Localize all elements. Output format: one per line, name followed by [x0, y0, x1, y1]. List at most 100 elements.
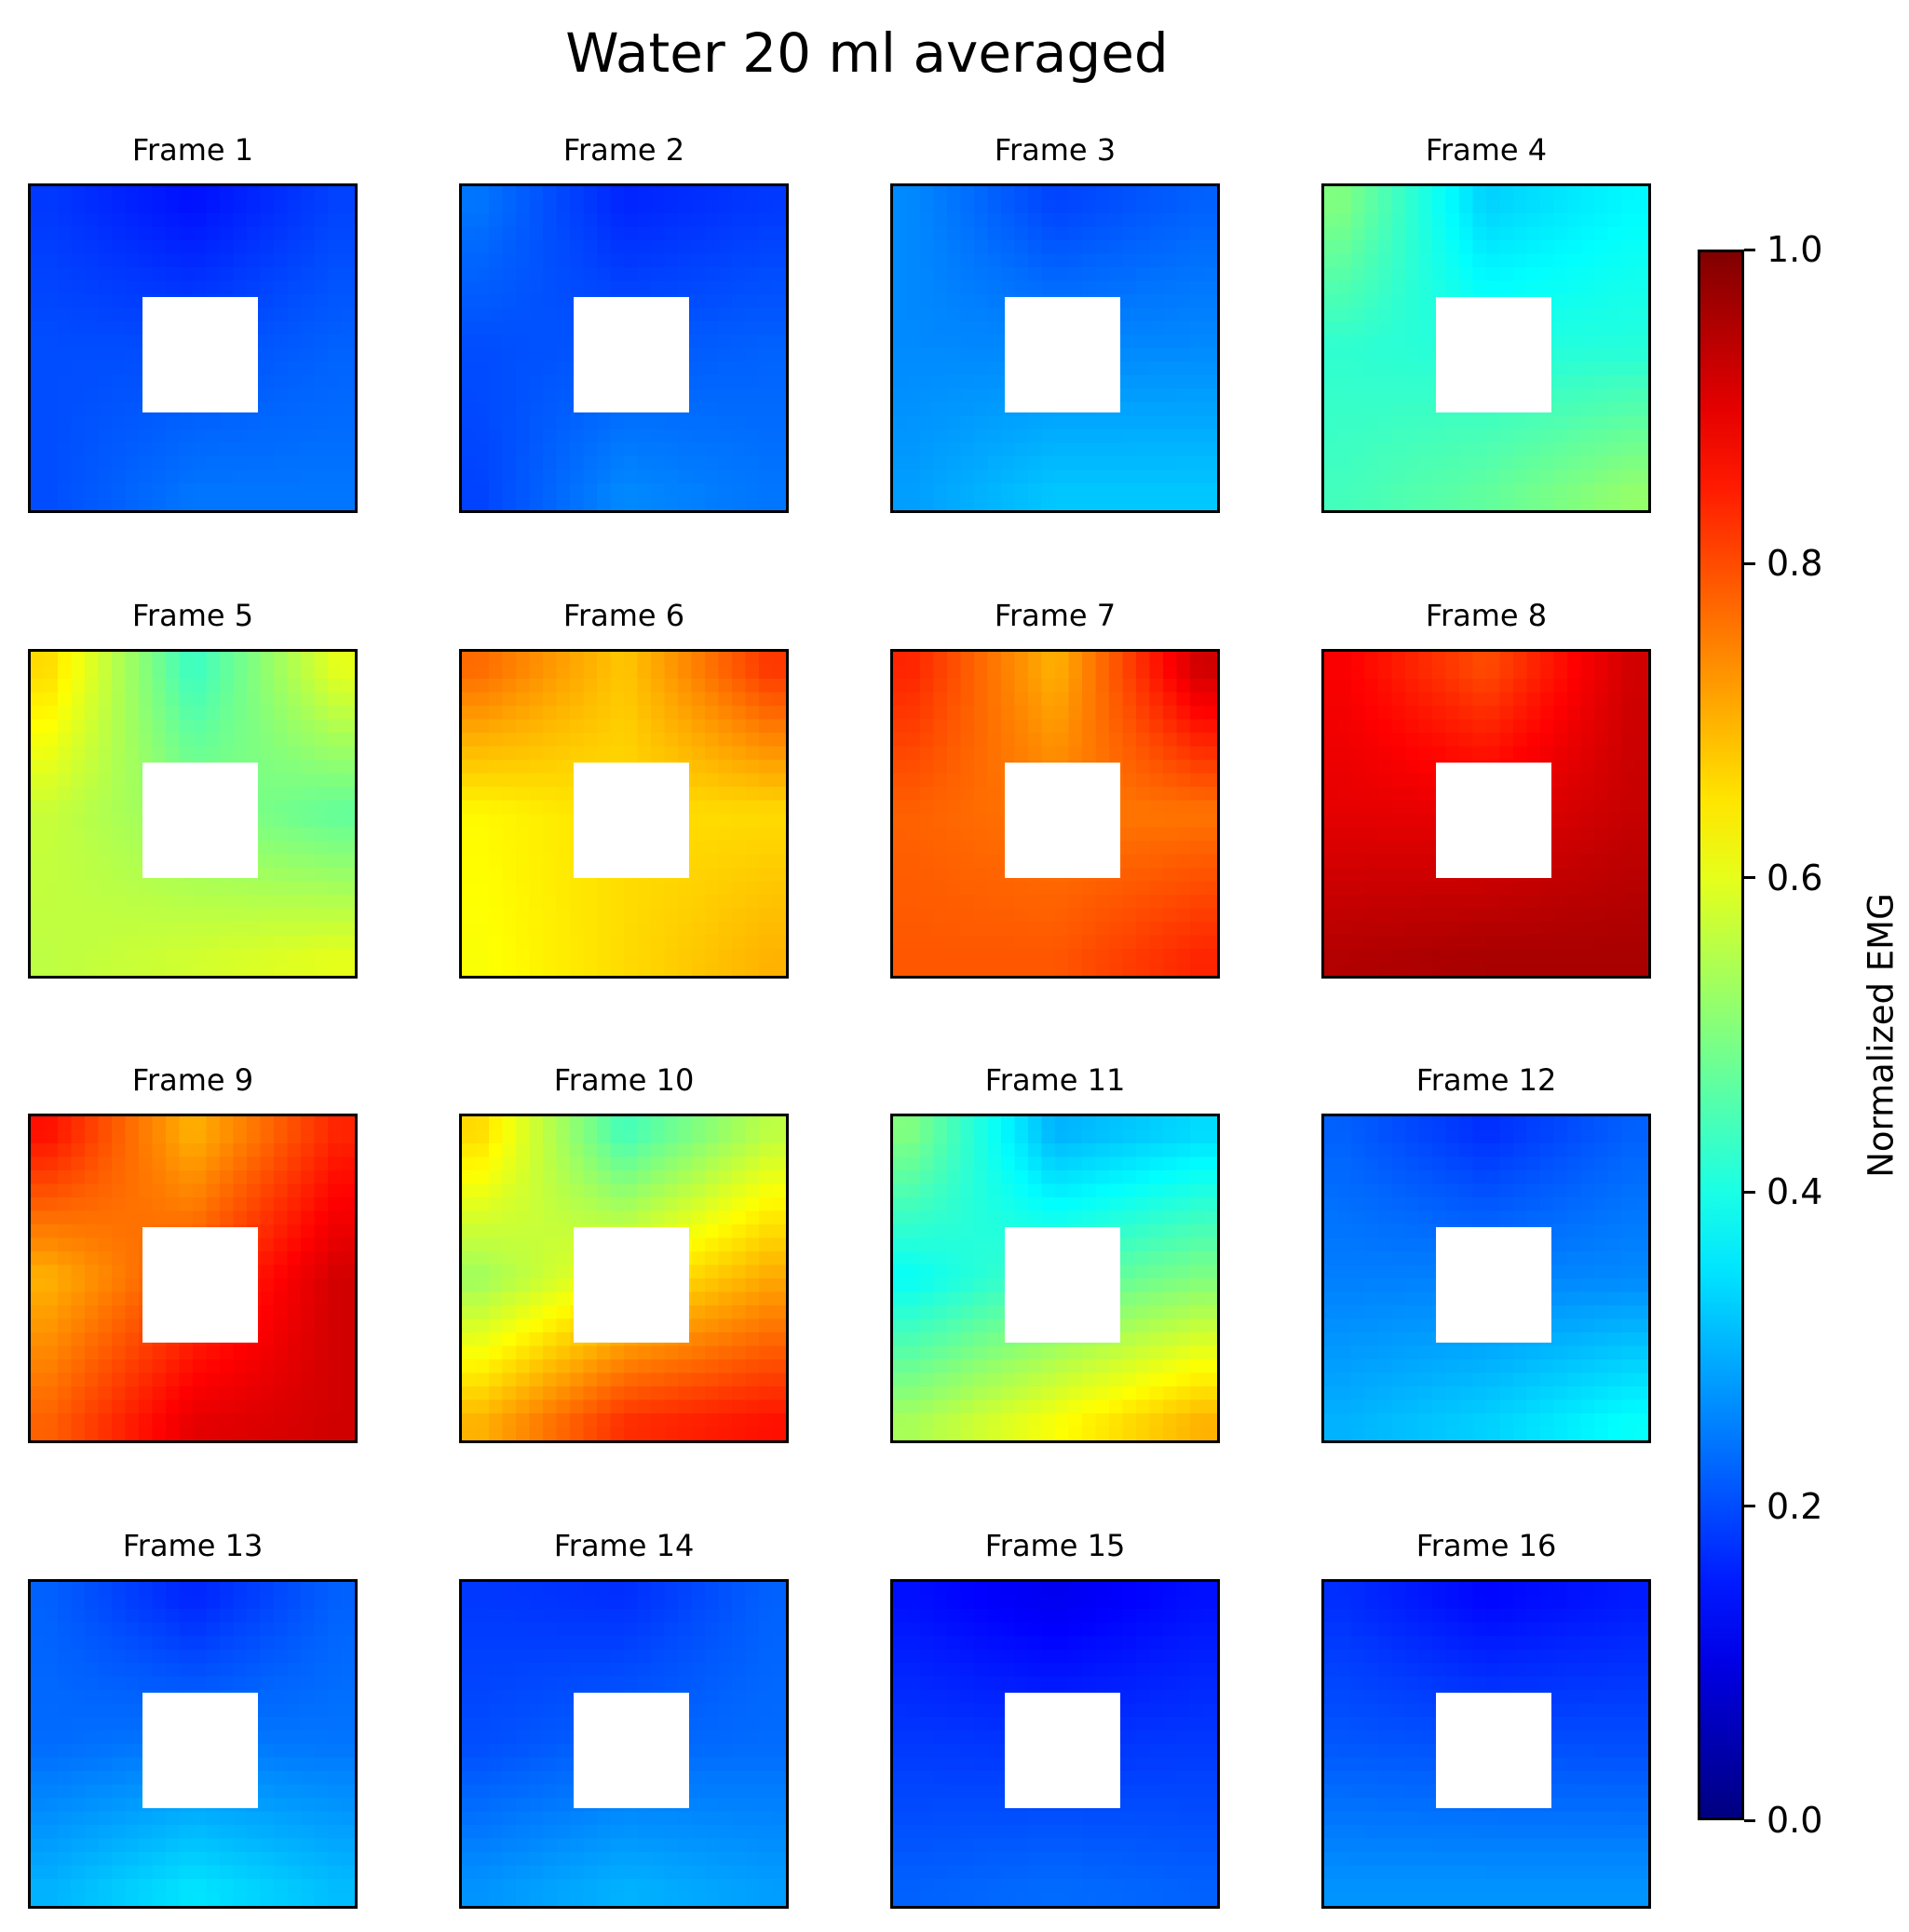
heatmap-cell [583, 199, 598, 214]
heatmap-cell [610, 483, 625, 498]
heatmap-cell [678, 226, 693, 241]
heatmap-cell [287, 1170, 302, 1185]
heatmap-cell [570, 746, 585, 761]
heatmap-cell [287, 267, 302, 282]
heatmap-cell [1405, 483, 1420, 498]
heatmap-cell [1041, 692, 1056, 707]
heatmap-cell [328, 841, 343, 856]
heatmap-cell [193, 962, 208, 976]
heatmap-cell [610, 935, 625, 950]
heatmap-cell [274, 1251, 289, 1266]
heatmap-cell [1041, 456, 1056, 471]
heatmap-cell [1459, 733, 1474, 748]
heatmap-cell [1351, 733, 1366, 748]
heatmap-cell [1418, 868, 1433, 883]
heatmap-cell [906, 456, 921, 471]
heatmap-cell [341, 415, 355, 430]
heatmap-cell [906, 841, 921, 856]
heatmap-cell [58, 881, 73, 896]
heatmap-cell [341, 307, 355, 322]
heatmap-cell [1324, 307, 1339, 322]
heatmap-cell [301, 280, 316, 295]
heatmap-cell [274, 1197, 289, 1212]
heatmap-cell [98, 199, 113, 214]
heatmap-cell [1351, 652, 1366, 667]
heatmap-cell [206, 949, 221, 964]
heatmap-cell [1351, 361, 1366, 376]
heatmap-cell [1391, 253, 1406, 268]
heatmap-cell [1203, 334, 1217, 349]
heatmap-cell [1621, 733, 1636, 748]
heatmap-cell [1553, 800, 1568, 815]
heatmap-cell [718, 827, 733, 842]
heatmap-cell [1378, 949, 1393, 964]
heatmap-cell [906, 800, 921, 815]
heatmap-cell [597, 280, 612, 295]
heatmap-cell [31, 1224, 46, 1239]
heatmap-cell [987, 908, 1002, 923]
heatmap-cell [637, 442, 652, 457]
heatmap-cell [1634, 213, 1648, 228]
heatmap-cell [906, 827, 921, 842]
heatmap-cell [987, 267, 1002, 282]
heatmap-cell [906, 760, 921, 775]
heatmap-cell [1149, 321, 1164, 336]
heatmap-cell [1567, 186, 1582, 201]
heatmap-cell [301, 1129, 316, 1144]
heatmap-cell [31, 962, 46, 976]
heatmap-cell [1459, 895, 1474, 910]
heatmap-cell [1459, 679, 1474, 694]
heatmap-cell [341, 402, 355, 417]
heatmap-cell [1513, 456, 1528, 471]
heatmap-cell [1055, 267, 1070, 282]
heatmap-cell [1149, 307, 1164, 322]
heatmap-cell [543, 456, 558, 471]
heatmap-cell [1136, 962, 1151, 976]
heatmap-cell [1001, 652, 1016, 667]
heatmap-cell [1634, 226, 1648, 241]
heatmap-cell [772, 854, 786, 869]
heatmap-cell [314, 868, 329, 883]
heatmap-cell [759, 760, 774, 775]
heatmap-cell [193, 415, 208, 430]
heatmap-cell [960, 442, 975, 457]
heatmap-cell [44, 1183, 59, 1198]
heatmap-cell [1324, 733, 1339, 748]
heatmap-cell [516, 841, 531, 856]
heatmap-cell [1553, 787, 1568, 802]
heatmap-cell [691, 841, 706, 856]
heatmap-cell [893, 496, 908, 510]
heatmap-cell [1540, 665, 1555, 680]
heatmap-cell [1607, 854, 1622, 869]
heatmap-cell [1014, 429, 1029, 444]
heatmap-cell [1163, 665, 1178, 680]
heatmap-cell [1405, 267, 1420, 282]
heatmap-cell [1472, 496, 1487, 510]
heatmap-cell [112, 334, 127, 349]
heatmap-cell [583, 949, 598, 964]
heatmap-cell [718, 854, 733, 869]
heatmap-cell [1122, 496, 1137, 510]
heatmap-cell [1041, 429, 1056, 444]
heatmap-cell [1203, 814, 1217, 829]
heatmap-cell [112, 1143, 127, 1158]
heatmap-cell [516, 719, 531, 734]
heatmap-cell [1041, 483, 1056, 498]
heatmap-cell [1567, 962, 1582, 976]
heatmap-cell [624, 267, 639, 282]
heatmap-cell [287, 1143, 302, 1158]
heatmap-cell [206, 652, 221, 667]
heatmap-cell [206, 186, 221, 201]
heatmap-cell [1055, 895, 1070, 910]
heatmap-cell [1459, 429, 1474, 444]
heatmap-cell [1203, 321, 1217, 336]
heatmap-cell [772, 483, 786, 498]
heatmap-cell [1445, 719, 1460, 734]
heatmap-cell [1567, 307, 1582, 322]
heatmap-cell [341, 719, 355, 734]
heatmap-cell [637, 922, 652, 937]
heatmap-cell [1095, 267, 1110, 282]
heatmap-cell [960, 321, 975, 336]
heatmap-cell [1068, 881, 1083, 896]
heatmap-cell [193, 280, 208, 295]
